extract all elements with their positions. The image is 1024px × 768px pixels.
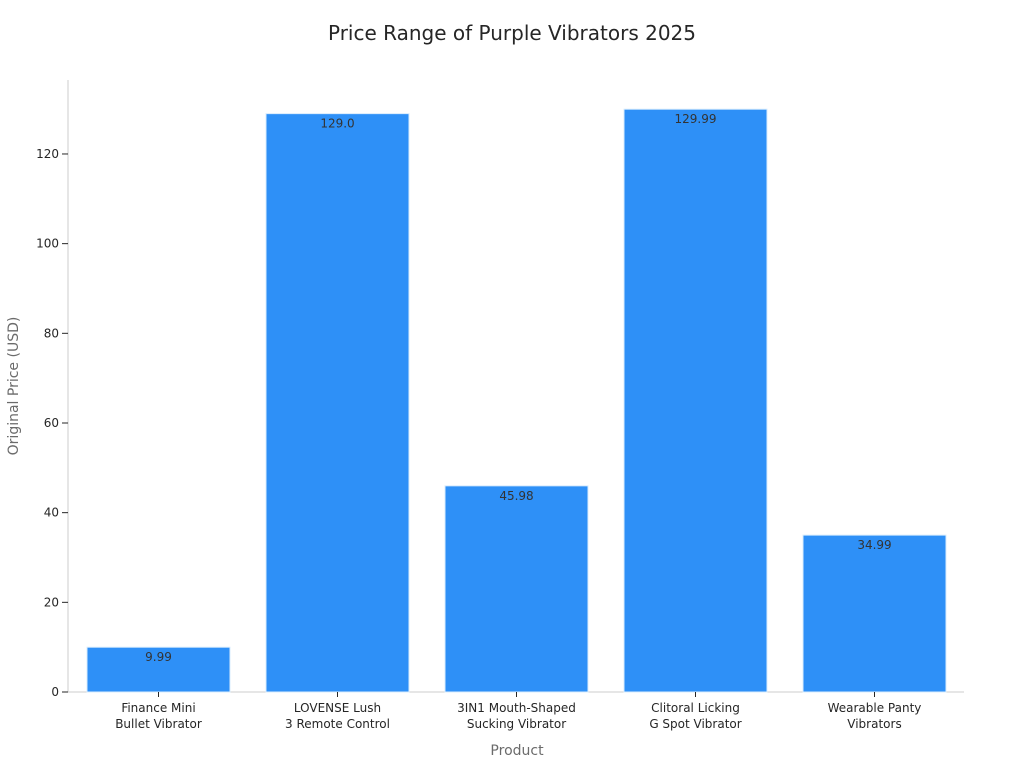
y-tick-label: 80 — [44, 326, 59, 340]
bar-value-label: 129.99 — [675, 112, 717, 126]
x-tick-label: Sucking Vibrator — [467, 717, 566, 731]
x-tick-label: G Spot Vibrator — [649, 717, 741, 731]
x-tick-label: Wearable Panty — [828, 701, 922, 715]
bar — [86, 646, 231, 693]
x-tick-label: Clitoral Licking — [651, 701, 740, 715]
y-tick-label: 100 — [36, 237, 59, 251]
bar — [265, 113, 410, 693]
y-tick-label: 20 — [44, 595, 59, 609]
bar — [802, 534, 947, 693]
y-tick-label: 0 — [51, 685, 59, 699]
y-axis-ticks: 0 20 40 60 80 100 120 — [36, 147, 68, 699]
chart-title: Price Range of Purple Vibrators 2025 — [328, 21, 696, 45]
x-axis-tick-labels: Finance Mini Bullet Vibrator LOVENSE Lush 3… — [115, 692, 921, 731]
x-tick-label: LOVENSE Lush — [294, 701, 381, 715]
y-tick-label: 60 — [44, 416, 59, 430]
x-tick-label: Finance Mini — [121, 701, 195, 715]
bar — [623, 108, 768, 693]
y-tick-label: 120 — [36, 147, 59, 161]
y-tick-label: 40 — [44, 506, 59, 520]
bars: 9.99 129.0 45.98 129.99 34.99 — [86, 108, 947, 693]
bar-value-label: 34.99 — [857, 538, 891, 552]
bar-value-label: 129.0 — [320, 117, 354, 131]
x-tick-label: 3IN1 Mouth-Shaped — [457, 701, 576, 715]
x-tick-label: Bullet Vibrator — [115, 717, 202, 731]
bar — [444, 485, 589, 693]
y-axis-label: Original Price (USD) — [6, 317, 22, 456]
x-tick-label: 3 Remote Control — [285, 717, 390, 731]
bar-value-label: 45.98 — [499, 489, 533, 503]
x-axis-label: Product — [490, 743, 544, 759]
bar-value-label: 9.99 — [145, 650, 172, 664]
x-tick-label: Vibrators — [847, 717, 901, 731]
